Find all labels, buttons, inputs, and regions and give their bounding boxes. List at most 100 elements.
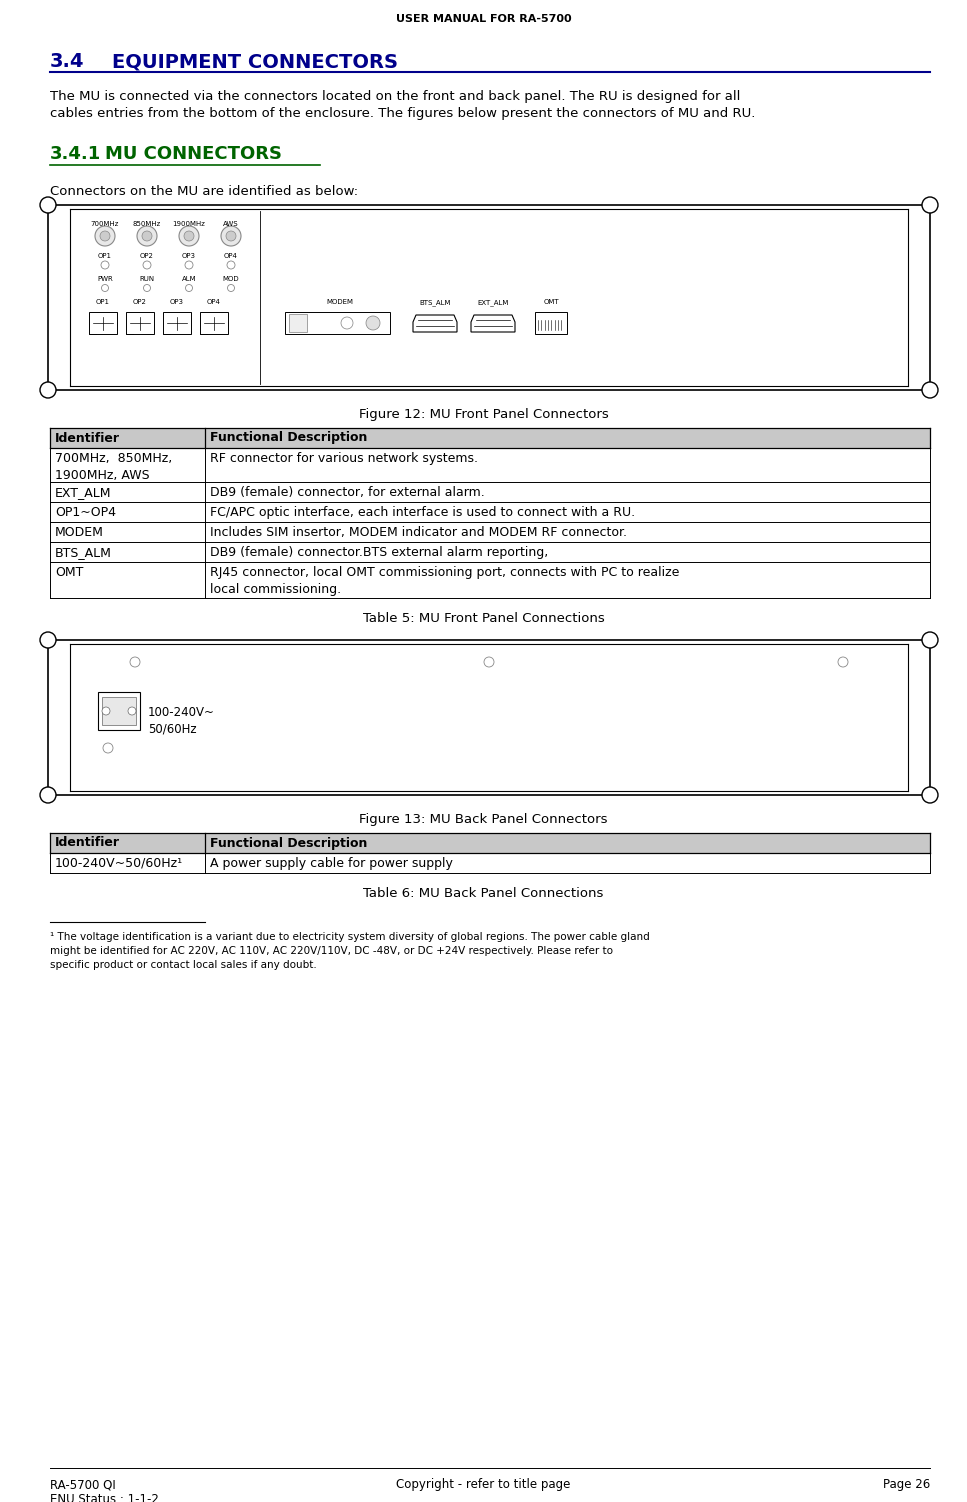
Text: OP2: OP2 [133,299,147,305]
Text: BTS_ALM: BTS_ALM [55,547,112,559]
Text: Connectors on the MU are identified as below:: Connectors on the MU are identified as b… [50,185,358,198]
Text: Table 6: MU Back Panel Connections: Table 6: MU Back Panel Connections [364,888,603,900]
Text: OP3: OP3 [170,299,184,305]
Text: ¹ The voltage identification is a variant due to electricity system diversity of: ¹ The voltage identification is a varian… [50,933,650,970]
Text: RA-5700 QI: RA-5700 QI [50,1478,116,1491]
Text: EQUIPMENT CONNECTORS: EQUIPMENT CONNECTORS [112,53,398,71]
Text: Copyright - refer to title page: Copyright - refer to title page [396,1478,571,1491]
Circle shape [186,284,192,291]
Text: AWS: AWS [223,221,239,227]
Circle shape [95,225,115,246]
Circle shape [143,261,151,269]
Text: ENU Status : 1-1-2: ENU Status : 1-1-2 [50,1493,159,1502]
Circle shape [102,284,108,291]
Text: DB9 (female) connector, for external alarm.: DB9 (female) connector, for external ala… [210,487,484,499]
Text: Functional Description: Functional Description [210,837,367,850]
Text: 100-240V~50/60Hz¹: 100-240V~50/60Hz¹ [55,858,183,870]
Circle shape [179,225,199,246]
Text: cables entries from the bottom of the enclosure. The figures below present the c: cables entries from the bottom of the en… [50,107,755,120]
Bar [102,697,136,725]
Text: FC/APC optic interface, each interface is used to connect with a RU.: FC/APC optic interface, each interface i… [210,506,635,520]
Circle shape [143,284,151,291]
Bar [200,312,228,333]
Bar [535,312,567,333]
Circle shape [221,225,241,246]
Text: EXT_ALM: EXT_ALM [55,487,111,499]
Text: MODEM: MODEM [327,299,354,305]
Text: 100-240V~
50/60Hz: 100-240V~ 50/60Hz [148,706,215,736]
Circle shape [341,317,353,329]
Text: Functional Description: Functional Description [210,431,367,445]
Text: OP1: OP1 [96,299,110,305]
Text: ALM: ALM [182,276,196,282]
Text: OP1~OP4: OP1~OP4 [55,506,116,520]
Text: MOD: MOD [222,276,239,282]
Circle shape [366,315,380,330]
Bar [89,312,117,333]
Circle shape [922,632,938,647]
Text: 1900MHz: 1900MHz [172,221,205,227]
Text: OMT: OMT [543,299,559,305]
Text: MU CONNECTORS: MU CONNECTORS [105,146,282,164]
Circle shape [40,197,56,213]
Circle shape [922,382,938,398]
Circle shape [130,656,140,667]
Text: The MU is connected via the connectors located on the front and back panel. The : The MU is connected via the connectors l… [50,90,741,104]
Circle shape [40,632,56,647]
Text: 3.4: 3.4 [50,53,84,71]
Text: Figure 12: MU Front Panel Connectors: Figure 12: MU Front Panel Connectors [359,409,608,421]
Text: OP4: OP4 [224,252,238,258]
Circle shape [922,787,938,804]
Bar [126,312,154,333]
Polygon shape [471,315,515,332]
Circle shape [185,261,193,269]
Text: EXT_ALM: EXT_ALM [478,299,509,306]
Bar [163,312,191,333]
Circle shape [227,284,235,291]
Text: Identifier: Identifier [55,837,120,850]
Circle shape [484,656,494,667]
Circle shape [226,231,236,240]
Text: 3.4.1: 3.4.1 [50,146,102,164]
Text: Table 5: MU Front Panel Connections: Table 5: MU Front Panel Connections [363,611,604,625]
Text: Includes SIM insertor, MODEM indicator and MODEM RF connector.: Includes SIM insertor, MODEM indicator a… [210,526,627,539]
Circle shape [40,787,56,804]
Text: OP4: OP4 [207,299,220,305]
Text: USER MANUAL FOR RA-5700: USER MANUAL FOR RA-5700 [396,14,571,24]
Text: BTS_ALM: BTS_ALM [420,299,451,306]
Text: DB9 (female) connector.BTS external alarm reporting,: DB9 (female) connector.BTS external alar… [210,547,548,559]
Text: RF connector for various network systems.: RF connector for various network systems… [210,452,478,466]
Circle shape [838,656,848,667]
Bar [50,834,930,853]
Polygon shape [413,315,457,332]
Circle shape [100,231,110,240]
Bar [285,312,390,333]
Text: Figure 13: MU Back Panel Connectors: Figure 13: MU Back Panel Connectors [360,813,607,826]
Circle shape [137,225,157,246]
Text: OP1: OP1 [98,252,112,258]
Circle shape [184,231,194,240]
Text: MODEM: MODEM [55,526,103,539]
Text: PWR: PWR [97,276,113,282]
Bar [98,692,140,730]
Circle shape [922,197,938,213]
Circle shape [227,261,235,269]
Text: A power supply cable for power supply: A power supply cable for power supply [210,858,453,870]
Bar [50,428,930,448]
Circle shape [128,707,136,715]
Bar [289,314,307,332]
Text: RUN: RUN [139,276,155,282]
Text: Identifier: Identifier [55,431,120,445]
Circle shape [40,382,56,398]
Circle shape [103,743,113,753]
Text: 850MHz: 850MHz [132,221,161,227]
Text: Page 26: Page 26 [883,1478,930,1491]
Text: OMT: OMT [55,566,83,578]
Text: OP2: OP2 [140,252,154,258]
Text: OP3: OP3 [182,252,196,258]
Text: 700MHz,  850MHz,
1900MHz, AWS: 700MHz, 850MHz, 1900MHz, AWS [55,452,172,482]
Circle shape [102,707,110,715]
Text: RJ45 connector, local OMT commissioning port, connects with PC to realize
local : RJ45 connector, local OMT commissioning … [210,566,680,596]
Text: 700MHz: 700MHz [91,221,119,227]
Circle shape [101,261,109,269]
